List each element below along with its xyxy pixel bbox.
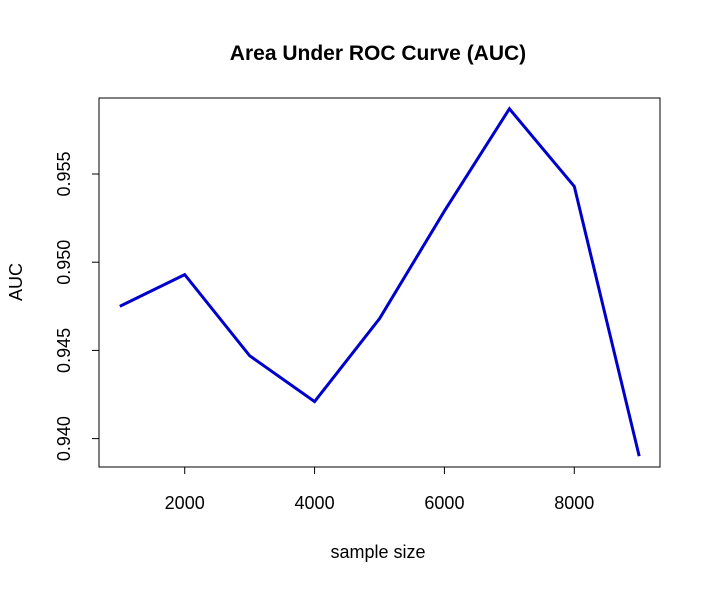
x-tick-label: 2000: [165, 493, 205, 513]
y-tick-label: 0.940: [54, 416, 74, 461]
y-tick-label: 0.950: [54, 240, 74, 285]
plot-frame: [98, 97, 661, 468]
series-line-1: [119, 106, 641, 457]
y-tick-label: 0.955: [54, 151, 74, 196]
x-tick-label: 8000: [554, 493, 594, 513]
x-axis-label: sample size: [330, 542, 425, 562]
chart-title: Area Under ROC Curve (AUC): [230, 42, 526, 65]
series-layer: [119, 106, 641, 457]
y-tick-label: 0.945: [54, 328, 74, 373]
y-axis-label: AUC: [6, 263, 26, 301]
x-tick-label: 6000: [424, 493, 464, 513]
x-tick-label: 4000: [295, 493, 335, 513]
x-axis: 2000 4000 6000 8000: [165, 467, 594, 513]
y-axis: 0.940 0.945 0.950 0.955: [54, 151, 99, 461]
